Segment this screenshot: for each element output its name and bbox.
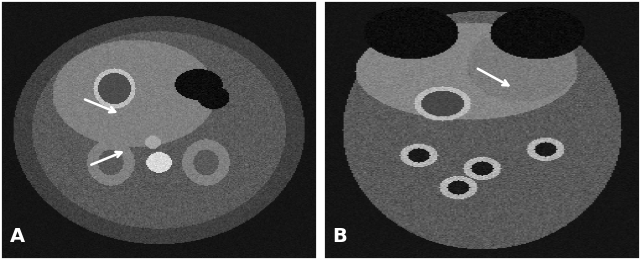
Text: B: B [333, 227, 348, 246]
Text: A: A [10, 227, 24, 246]
